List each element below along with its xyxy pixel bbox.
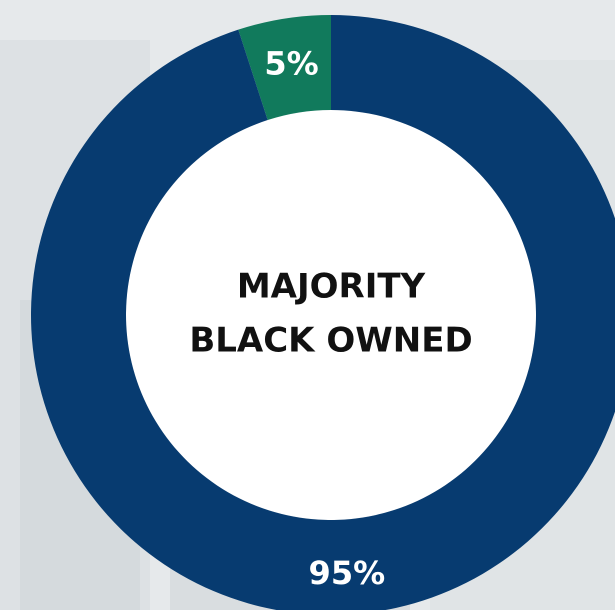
- donut-segment: [238, 15, 331, 121]
- donut-segment: [31, 15, 615, 610]
- value-label: 95%: [309, 554, 386, 592]
- center-label: MAJORITY: [237, 267, 426, 307]
- value-label: 5%: [264, 45, 318, 83]
- donut-hole: [126, 110, 536, 520]
- center-label: BLACK OWNED: [189, 321, 472, 361]
